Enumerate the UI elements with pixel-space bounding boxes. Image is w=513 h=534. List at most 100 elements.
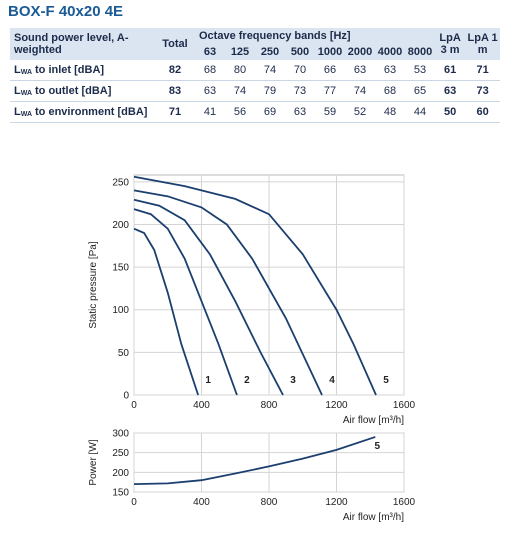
x-tick-label: 0	[131, 400, 137, 411]
lpa-cell: 61	[435, 60, 466, 81]
series-line	[133, 189, 323, 396]
y-axis-label: Static pressure [Pa]	[88, 241, 99, 328]
series-line	[133, 175, 377, 396]
header-cell: Total	[155, 28, 195, 60]
band-header: 8000	[405, 44, 436, 60]
band-cell: 73	[285, 80, 315, 102]
header-cell: Sound power level, A-weighted	[10, 28, 155, 60]
band-header: 63	[195, 44, 225, 60]
band-cell: 70	[285, 60, 315, 81]
table-row: LWA to environment [dBA] 71 41 56 69 63 59 52 48 4…	[10, 101, 501, 123]
label-main: L	[14, 85, 21, 97]
y-tick-label: 100	[112, 305, 129, 316]
series-line	[133, 436, 376, 486]
row-label: LWA to outlet [dBA]	[10, 80, 155, 102]
total-cell: 82	[155, 60, 195, 81]
series-label: 4	[329, 375, 335, 386]
band-cell: 68	[375, 80, 405, 102]
lpa-cell: 50	[435, 101, 466, 123]
y-tick-label: 200	[112, 468, 129, 479]
band-cell: 69	[255, 101, 285, 123]
y-tick-label: 50	[118, 348, 130, 359]
band-cell: 74	[345, 80, 375, 102]
y-tick-label: 300	[112, 429, 129, 440]
lpa-cell: 60	[465, 101, 501, 123]
row-label: LWA to inlet [dBA]	[10, 60, 155, 81]
table-header: Sound power level, A-weighted Total Octave…	[10, 28, 501, 60]
series-label: 5	[383, 375, 389, 386]
band-cell: 74	[255, 60, 285, 81]
total-cell: 83	[155, 80, 195, 102]
header-cell: LpA 3 m	[435, 28, 466, 60]
y-tick-label: 150	[112, 263, 129, 274]
lpa-cell: 71	[465, 60, 501, 81]
x-tick-label: 1200	[325, 497, 348, 508]
series-label: 1	[205, 375, 211, 386]
lpa-cell: 63	[435, 80, 466, 102]
band-cell: 63	[195, 80, 225, 102]
y-tick-label: 250	[112, 448, 129, 459]
x-tick-label: 400	[193, 400, 210, 411]
table-body: LWA to inlet [dBA] 82 68 80 74 70 66 63 63 53 61 71 L…	[10, 60, 501, 123]
band-header: 4000	[375, 44, 405, 60]
band-header: 2000	[345, 44, 375, 60]
y-tick-label: 0	[123, 391, 129, 402]
table-row: LWA to inlet [dBA] 82 68 80 74 70 66 63 63 53 61 71	[10, 60, 501, 81]
band-header: 125	[225, 44, 255, 60]
x-tick-label: 800	[261, 400, 278, 411]
x-tick-label: 800	[261, 497, 278, 508]
band-cell: 77	[315, 80, 345, 102]
series-label: 5	[375, 441, 381, 452]
band-cell: 52	[345, 101, 375, 123]
series-line	[133, 208, 238, 396]
series-label: 3	[290, 375, 296, 386]
y-tick-label: 250	[112, 177, 129, 188]
lpa-cell: 73	[465, 80, 501, 102]
x-axis-label: Air flow [m³/h]	[343, 415, 404, 426]
total-cell: 71	[155, 101, 195, 123]
table-row: LWA to outlet [dBA] 83 63 74 79 73 77 74 68 65 63 73	[10, 80, 501, 102]
y-tick-label: 200	[112, 220, 129, 231]
x-tick-label: 1600	[393, 400, 416, 411]
series-line	[133, 198, 284, 396]
sound-table: Sound power level, A-weighted Total Octave…	[10, 28, 501, 123]
label-sub: WA	[20, 90, 33, 97]
band-cell: 53	[405, 60, 436, 81]
band-cell: 80	[225, 60, 255, 81]
band-header: 250	[255, 44, 285, 60]
label-text: to environment [dBA]	[35, 106, 148, 118]
band-cell: 48	[375, 101, 405, 123]
row-label: LWA to environment [dBA]	[10, 101, 155, 123]
title: BOX-F 40x20 4E	[8, 3, 124, 20]
label-text: to inlet [dBA]	[35, 64, 105, 76]
header-cell: LpA 1 m	[465, 28, 501, 60]
band-cell: 56	[225, 101, 255, 123]
label-text: to outlet [dBA]	[35, 85, 112, 97]
y-axis-label: Power [W]	[88, 439, 99, 485]
x-tick-label: 400	[193, 497, 210, 508]
band-cell: 74	[225, 80, 255, 102]
band-header: 1000	[315, 44, 345, 60]
x-tick-label: 0	[131, 497, 137, 508]
band-cell: 65	[405, 80, 436, 102]
band-cell: 63	[375, 60, 405, 81]
band-cell: 63	[345, 60, 375, 81]
band-header: 500	[285, 44, 315, 60]
band-cell: 63	[285, 101, 315, 123]
x-tick-label: 1200	[325, 400, 348, 411]
label-sub: WA	[20, 69, 33, 76]
label-main: L	[14, 64, 21, 76]
x-axis-label: Air flow [m³/h]	[343, 512, 404, 523]
band-cell: 41	[195, 101, 225, 123]
header-row: Sound power level, A-weighted Total Octave…	[10, 28, 501, 60]
band-cell: 79	[255, 80, 285, 102]
label-sub: WA	[20, 111, 33, 118]
header-row: 63 125 250 500 1000 2000 4000 8000	[10, 44, 500, 60]
band-cell: 66	[315, 60, 345, 81]
header-cell: Octave frequency bands [Hz]	[195, 28, 436, 44]
x-tick-label: 1600	[393, 497, 416, 508]
band-cell: 44	[405, 101, 436, 123]
series-label: 2	[244, 375, 250, 386]
